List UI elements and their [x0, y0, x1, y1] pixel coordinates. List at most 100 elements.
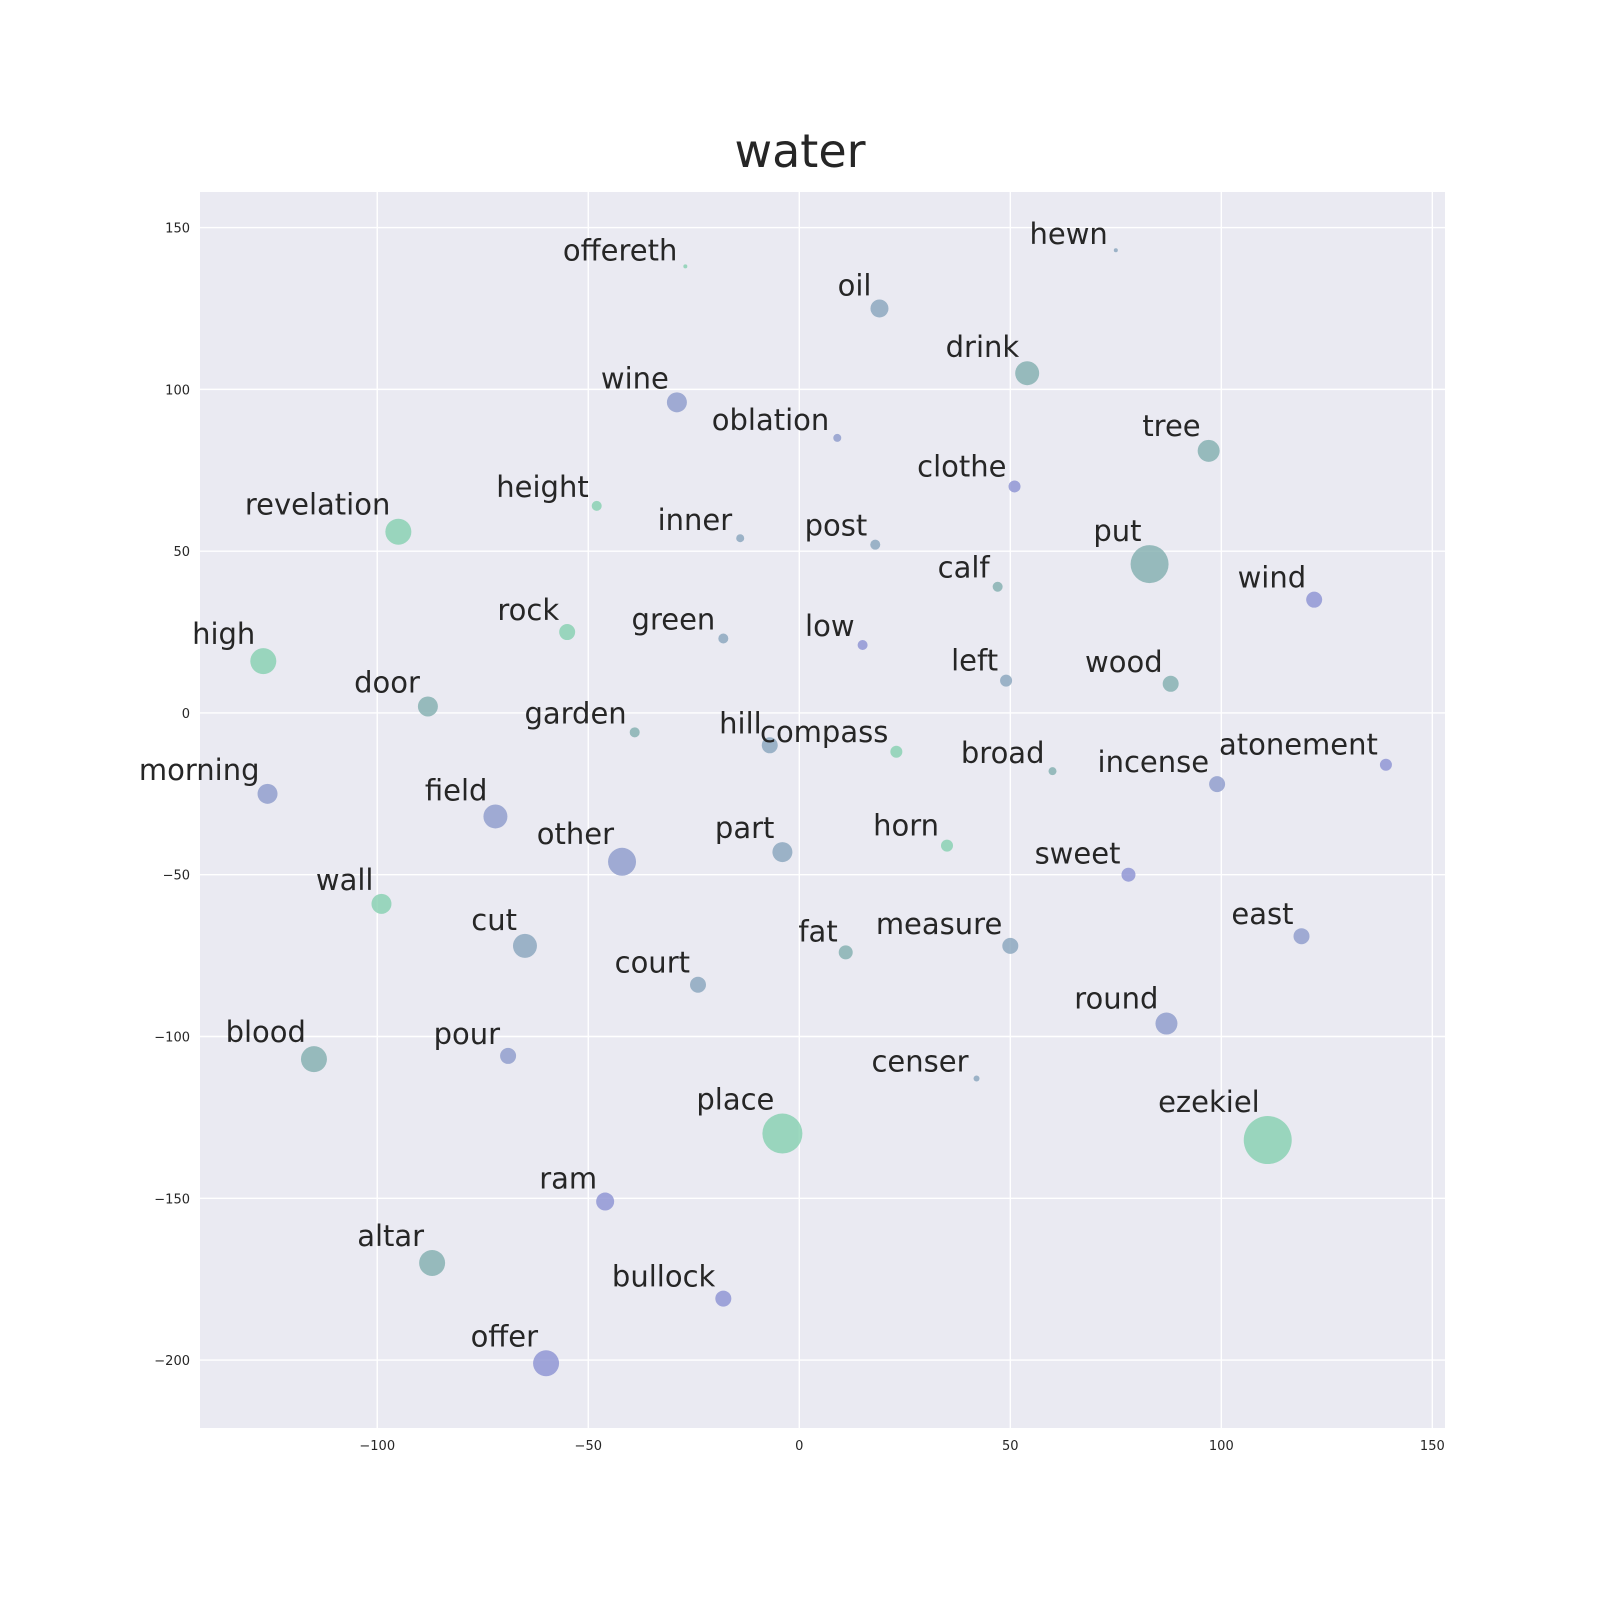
point-revelation	[385, 518, 412, 545]
grid-lines	[200, 192, 1445, 1428]
point-wall	[371, 893, 392, 914]
axis-ticks: −100 −50 0 50 100 150 −200 −150 −100 −50 0 50 100 150	[154, 222, 1444, 1454]
point-morning	[257, 783, 278, 804]
point-label-post: post	[805, 509, 868, 543]
point-east	[1293, 928, 1310, 945]
point-wood	[1162, 675, 1179, 692]
point-garden	[629, 727, 640, 738]
point-label-tree: tree	[1142, 409, 1200, 443]
point-broad	[1048, 767, 1057, 776]
point-court	[690, 976, 706, 993]
point-drink	[1015, 361, 1040, 386]
x-tick-label: −100	[359, 1439, 395, 1454]
point-place	[762, 1113, 803, 1154]
point-label-morning: morning	[139, 753, 260, 787]
point-label-wall: wall	[316, 863, 374, 897]
point-left	[1000, 674, 1013, 687]
point-label-green: green	[632, 603, 716, 637]
point-label-high: high	[192, 617, 255, 651]
y-tick-label: −200	[154, 1354, 190, 1369]
point-sweet	[1121, 867, 1136, 882]
point-label-ram: ram	[539, 1162, 597, 1196]
point-measure	[1002, 937, 1019, 954]
x-tick-label: 50	[1002, 1439, 1019, 1454]
point-label-revelation: revelation	[245, 488, 391, 522]
point-label-bullock: bullock	[612, 1260, 716, 1294]
point-label-put: put	[1093, 514, 1141, 548]
point-green	[718, 633, 729, 644]
point-bullock	[715, 1290, 732, 1307]
y-tick-label: 150	[165, 222, 190, 237]
point-label-offer: offer	[471, 1319, 539, 1353]
point-label-atonement: atonement	[1219, 728, 1378, 762]
point-part	[772, 842, 793, 863]
point-label-wine: wine	[601, 361, 669, 395]
point-labels: offereth hewn oil drink wine oblation tree clot…	[139, 217, 1378, 1353]
x-tick-label: −50	[575, 1439, 602, 1454]
point-put	[1130, 545, 1169, 584]
point-wind	[1306, 591, 1323, 608]
chart-title: water	[734, 124, 865, 178]
x-tick-label: 100	[1209, 1439, 1234, 1454]
point-label-measure: measure	[876, 907, 1002, 941]
point-label-wood: wood	[1085, 645, 1163, 679]
point-label-left: left	[951, 644, 998, 678]
y-tick-label: 100	[165, 383, 190, 398]
point-label-oil: oil	[838, 268, 872, 302]
point-label-hill: hill	[719, 706, 762, 740]
point-blood	[300, 1046, 327, 1073]
point-round	[1155, 1012, 1178, 1035]
point-oil	[870, 299, 889, 318]
y-tick-label: −50	[163, 869, 190, 884]
point-label-drink: drink	[946, 330, 1020, 364]
point-fat	[838, 945, 853, 960]
point-wine	[666, 392, 687, 413]
point-label-round: round	[1074, 982, 1158, 1016]
point-other	[608, 847, 637, 876]
point-atonement	[1379, 758, 1392, 771]
point-label-broad: broad	[961, 736, 1045, 770]
point-incense	[1209, 776, 1226, 793]
point-label-rock: rock	[497, 593, 559, 627]
point-label-east: east	[1231, 897, 1293, 931]
point-label-calf: calf	[938, 551, 991, 585]
point-label-altar: altar	[357, 1219, 424, 1253]
point-label-court: court	[615, 946, 690, 980]
point-hewn	[1113, 248, 1118, 253]
y-tick-label: 0	[182, 707, 190, 722]
point-low	[857, 639, 868, 650]
point-compass	[890, 745, 903, 758]
point-ezekiel	[1243, 1116, 1292, 1165]
y-tick-label: −100	[154, 1030, 190, 1045]
data-points	[250, 248, 1392, 1377]
point-label-incense: incense	[1098, 745, 1210, 779]
point-pour	[500, 1047, 517, 1064]
point-field	[483, 804, 508, 829]
point-label-cut: cut	[471, 903, 517, 937]
point-label-hewn: hewn	[1029, 217, 1107, 251]
point-label-garden: garden	[524, 696, 626, 730]
point-offer	[533, 1350, 560, 1377]
point-censer	[973, 1075, 980, 1082]
point-clothe	[1008, 480, 1021, 493]
point-hill	[761, 737, 778, 754]
point-label-height: height	[496, 470, 588, 504]
point-altar	[419, 1249, 446, 1276]
point-horn	[941, 839, 953, 852]
point-tree	[1197, 439, 1220, 462]
point-rock	[559, 624, 576, 641]
y-tick-label: −150	[154, 1192, 190, 1207]
point-label-place: place	[696, 1083, 774, 1117]
point-label-low: low	[805, 609, 855, 643]
point-height	[591, 500, 602, 511]
x-tick-label: 150	[1420, 1439, 1445, 1454]
point-label-blood: blood	[226, 1015, 306, 1049]
point-post	[870, 539, 881, 550]
y-tick-label: 50	[173, 545, 190, 560]
point-label-inner: inner	[658, 503, 733, 537]
point-ram	[596, 1192, 615, 1211]
point-inner	[736, 534, 745, 543]
point-door	[417, 696, 438, 717]
point-high	[250, 648, 277, 675]
